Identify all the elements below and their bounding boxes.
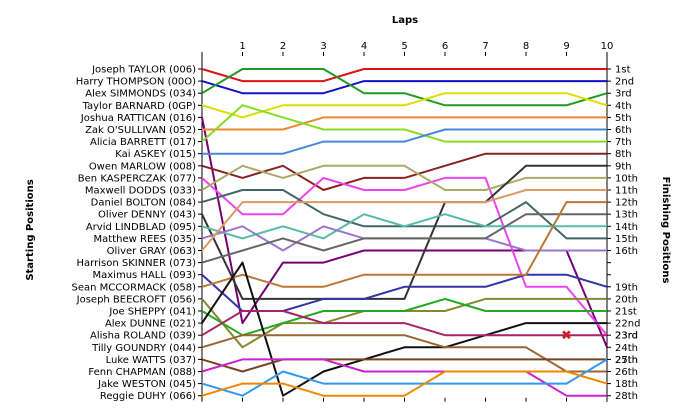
finishing-position-label: 27th xyxy=(615,355,638,366)
series-line xyxy=(201,358,608,397)
x-tick-label: 7 xyxy=(482,41,488,52)
finishing-position-label: 1st xyxy=(615,65,631,76)
finishing-position-label: 4th xyxy=(615,101,632,112)
starting-position-label: Jake WESTON (045) xyxy=(97,379,196,390)
series-line xyxy=(201,164,608,300)
x-tick-label: 5 xyxy=(401,41,407,52)
x-tick-label: 3 xyxy=(320,41,326,52)
finishing-position-label: 25th xyxy=(615,355,638,366)
finishing-position-label: 7th xyxy=(615,137,632,148)
finishing-position-label: 24th xyxy=(615,343,638,354)
x-tick-label: 1 xyxy=(239,41,245,52)
starting-position-label: Alex SIMMONDS (034) xyxy=(85,89,196,100)
finishing-position-label: 20th xyxy=(615,294,638,305)
series-line xyxy=(201,176,608,337)
finishing-position-label: 16th xyxy=(615,246,638,257)
starting-position-label: Luke WATTS (037) xyxy=(106,355,196,366)
series-line xyxy=(201,68,608,83)
x-tick-label: 9 xyxy=(563,41,569,52)
series-line xyxy=(201,358,608,397)
finishing-position-label: 10th xyxy=(615,173,638,184)
finishing-position-label: 19th xyxy=(615,282,638,293)
finishing-position-label: 9th xyxy=(615,161,632,172)
series-line xyxy=(201,80,608,95)
starting-position-label: Joseph BEECROFT (056) xyxy=(76,294,196,305)
starting-position-label: Arvid LINDBLAD (095) xyxy=(86,222,196,233)
starting-position-label: Oliver GRAY (063) xyxy=(107,246,196,257)
series-line xyxy=(201,68,608,107)
starting-position-label: Ben KASPERCZAK (077) xyxy=(78,173,196,184)
finishing-position-label: 13th xyxy=(615,210,638,221)
starting-position-label: Owen MARLOW (008) xyxy=(89,161,196,172)
finishing-position-label: 3rd xyxy=(615,89,632,100)
starting-position-label: Taylor BARNARD (0GP) xyxy=(82,101,197,112)
x-tick-label: 8 xyxy=(523,41,529,52)
y-axis-title-left: Starting Positions xyxy=(25,179,36,280)
starting-position-label: Fenn CHAPMAN (088) xyxy=(88,367,196,378)
starting-position-label: Harry THOMPSON (00O) xyxy=(76,77,196,88)
finishing-position-label: 28th xyxy=(615,391,638,402)
starting-position-label: Kai ASKEY (015) xyxy=(115,149,196,160)
finishing-position-label: 14th xyxy=(615,222,638,233)
finishing-position-label: 18th xyxy=(615,379,638,390)
starting-position-label: Maximus HALL (093) xyxy=(93,270,197,281)
starting-position-label: Sean MCCORMACK (058) xyxy=(72,282,197,293)
starting-position-label: Harrison SKINNER (073) xyxy=(77,258,197,269)
series-line xyxy=(201,358,608,373)
x-tick-label: 6 xyxy=(442,41,448,52)
x-axis-title: Laps xyxy=(392,15,418,26)
series-line xyxy=(201,116,608,131)
starting-position-label: Tilly GOUNDRY (044) xyxy=(91,343,196,354)
finishing-position-label: 8th xyxy=(615,149,632,160)
x-tick-label: 10 xyxy=(601,41,614,52)
series-line xyxy=(201,201,608,288)
starting-position-label: Joshua RATTICAN (016) xyxy=(80,113,196,124)
series-line xyxy=(201,152,608,191)
series-line xyxy=(201,334,608,373)
finishing-position-label: 15th xyxy=(615,234,638,245)
series-line xyxy=(201,370,608,397)
x-tick-label: 2 xyxy=(280,41,286,52)
x-tick-label: 4 xyxy=(361,41,367,52)
series-line xyxy=(201,213,608,264)
starting-position-label: Zak O'SULLIVAN (052) xyxy=(85,125,196,136)
starting-position-label: Alex DUNNE (021) xyxy=(105,319,196,330)
series-line xyxy=(201,261,608,397)
series-line xyxy=(201,128,608,155)
starting-position-label: Joe SHEPPY (041) xyxy=(108,307,196,318)
starting-position-label: Alicia BARRETT (017) xyxy=(90,137,196,148)
starting-position-label: Matthew REES (035) xyxy=(94,234,197,245)
series-line xyxy=(201,164,608,191)
finishing-position-label: 2nd xyxy=(615,77,634,88)
finishing-position-label: 21st xyxy=(615,307,637,318)
finishing-position-label: 22nd xyxy=(615,319,640,330)
finishing-position-label: 5th xyxy=(615,113,632,124)
starting-position-label: Oliver DENNY (043) xyxy=(98,210,196,221)
finishing-position-label: 23rd xyxy=(615,331,638,342)
finishing-position-label: 6th xyxy=(615,125,632,136)
series-line xyxy=(201,297,608,337)
plot-area: 1 2 3 4 5 6 7 8 9 10 Joseph TAYLOR (006)Harry THOM… xyxy=(72,41,641,402)
series-line xyxy=(201,213,608,240)
starting-position-label: Daniel BOLTON (084) xyxy=(91,198,196,209)
starting-position-label: Maxwell DODDS (033) xyxy=(85,186,196,197)
starting-position-label: Joseph TAYLOR (006) xyxy=(91,65,196,76)
finishing-position-label: 12th xyxy=(615,198,638,209)
retired-marker: ✖ xyxy=(561,329,572,344)
series-line xyxy=(201,104,608,143)
starting-position-label: Reggie DUHY (066) xyxy=(100,391,196,402)
starting-position-label: Alisha ROLAND (039) xyxy=(90,331,196,342)
series-line xyxy=(201,189,608,252)
finishing-position-label: 26th xyxy=(615,367,638,378)
finishing-position-label: 23rd xyxy=(615,331,638,342)
series-line xyxy=(201,92,608,119)
y-axis-title-right: Finishing Positions xyxy=(660,177,671,284)
series-line xyxy=(201,310,608,337)
finishing-position-label: 11th xyxy=(615,186,638,197)
